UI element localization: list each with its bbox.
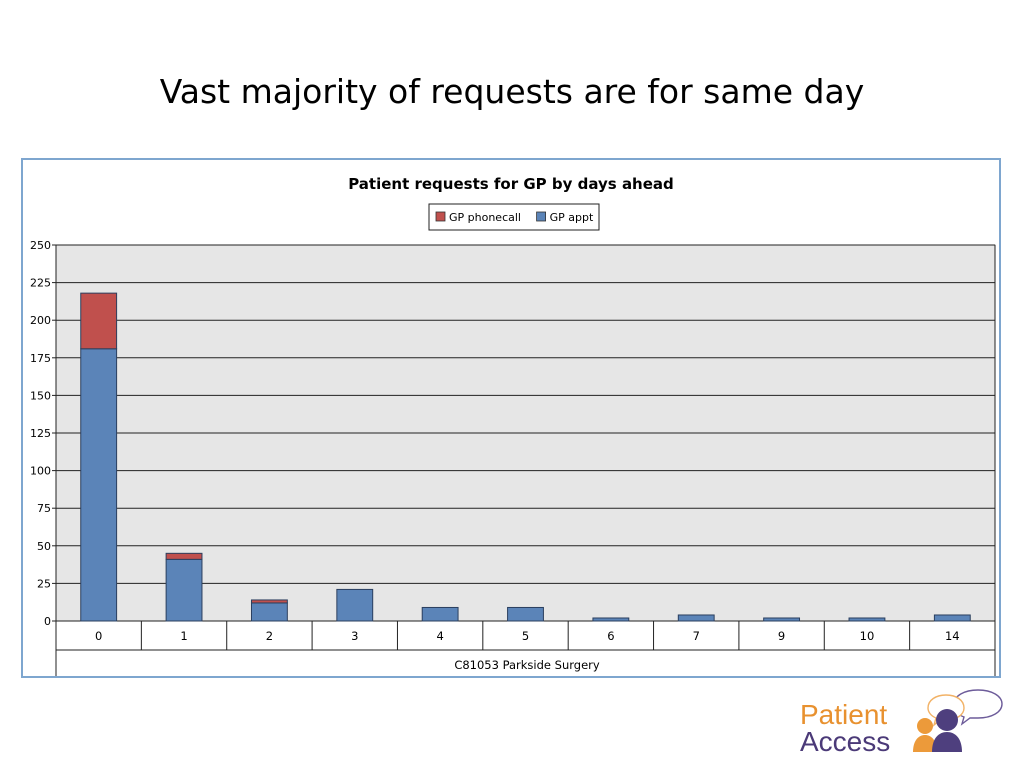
y-tick-label: 200 xyxy=(30,314,51,327)
x-tick-label: 0 xyxy=(95,629,102,643)
bar-gp-appt xyxy=(507,606,544,622)
chart: Patient requests for GP by days ahead GP… xyxy=(30,175,996,676)
legend-swatch xyxy=(536,211,546,222)
bar-gp-appt xyxy=(336,588,374,622)
bar-gp-appt xyxy=(80,348,118,622)
bar-gp-appt xyxy=(677,614,715,622)
x-tick-label: 2 xyxy=(266,629,273,643)
y-tick-label: 125 xyxy=(30,427,51,440)
legend-swatch xyxy=(435,211,446,222)
bar-gp-appt xyxy=(421,606,459,622)
bar-gp-phonecall xyxy=(250,599,288,604)
chart-plot-area: 0 25 50 75 100 125 150 175 200 225 250 0 1 2 3 4 5 6 7 9 10 1… xyxy=(30,239,996,676)
x-tick-label: 10 xyxy=(860,629,875,643)
bar-gp-appt xyxy=(250,602,288,622)
y-tick-label: 75 xyxy=(37,502,51,515)
x-tick-label: 7 xyxy=(693,629,700,643)
bar-gp-phonecall xyxy=(80,292,118,350)
x-tick-label: 3 xyxy=(351,629,358,643)
y-tick-label: 0 xyxy=(44,615,51,628)
logo-text-access: Access xyxy=(800,726,891,757)
chart-legend: GP phonecall GP appt xyxy=(428,203,600,231)
x-tick-label: 14 xyxy=(945,629,960,643)
x-axis-title: C81053 Parkside Surgery xyxy=(454,658,600,672)
logo-people-icon xyxy=(913,689,1003,752)
patient-access-logo: Patient Access xyxy=(800,688,1010,758)
bar-gp-appt xyxy=(763,617,801,622)
legend-label: GP phonecall xyxy=(449,211,521,224)
y-tick-label: 50 xyxy=(37,540,51,553)
y-tick-label: 25 xyxy=(37,577,51,590)
x-tick-label: 4 xyxy=(436,629,443,643)
legend-label: GP appt xyxy=(550,211,594,224)
bar-gp-phonecall xyxy=(165,552,203,560)
y-tick-label: 150 xyxy=(30,389,51,402)
y-tick-label: 250 xyxy=(30,239,51,252)
chart-title: Patient requests for GP by days ahead xyxy=(348,175,674,193)
logo-text-patient: Patient xyxy=(800,699,888,730)
y-tick-label: 175 xyxy=(30,352,51,365)
y-tick-label: 100 xyxy=(30,465,51,478)
y-tick-label: 225 xyxy=(30,277,51,290)
slide-title: Vast majority of requests are for same d… xyxy=(159,72,865,111)
bar-gp-appt xyxy=(165,558,203,622)
bar-gp-appt xyxy=(592,617,630,622)
x-tick-label: 1 xyxy=(180,629,187,643)
chart-frame: Patient requests for GP by days ahead GP… xyxy=(21,158,1001,678)
legend-box xyxy=(428,203,600,231)
x-tick-label: 9 xyxy=(778,629,785,643)
bar-gp-appt xyxy=(933,614,971,622)
bar-gp-appt xyxy=(848,617,886,622)
x-tick-label: 5 xyxy=(522,629,529,643)
x-tick-label: 6 xyxy=(607,629,614,643)
